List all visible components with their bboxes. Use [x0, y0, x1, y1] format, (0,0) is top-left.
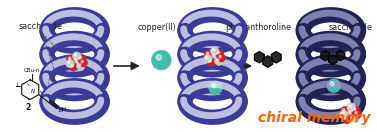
Text: H: H [61, 107, 66, 112]
Polygon shape [263, 56, 273, 67]
Circle shape [66, 55, 75, 64]
Polygon shape [328, 54, 337, 64]
Circle shape [67, 61, 70, 64]
Circle shape [327, 79, 341, 93]
Text: copper(II): copper(II) [137, 23, 176, 32]
Circle shape [346, 109, 355, 118]
Text: 2: 2 [26, 103, 31, 112]
Circle shape [79, 59, 87, 67]
Circle shape [212, 54, 215, 56]
Circle shape [215, 57, 223, 65]
Circle shape [207, 52, 209, 55]
Text: N: N [31, 89, 35, 94]
Circle shape [351, 114, 359, 123]
Circle shape [80, 56, 82, 59]
Circle shape [351, 106, 360, 115]
Polygon shape [254, 52, 264, 63]
Text: 18: 18 [58, 108, 64, 113]
Circle shape [342, 112, 344, 115]
Circle shape [210, 47, 219, 55]
Text: I: I [17, 83, 18, 88]
Circle shape [347, 103, 356, 112]
Circle shape [353, 110, 362, 119]
Text: OBu-n: OBu-n [24, 68, 40, 73]
Circle shape [72, 57, 81, 65]
Circle shape [345, 117, 347, 119]
Circle shape [353, 108, 356, 110]
Circle shape [339, 110, 348, 119]
Circle shape [219, 55, 221, 58]
Polygon shape [271, 52, 281, 63]
Circle shape [81, 60, 83, 63]
Circle shape [71, 65, 74, 67]
Circle shape [208, 81, 222, 95]
Circle shape [218, 51, 220, 54]
Circle shape [330, 82, 334, 86]
Circle shape [355, 112, 357, 114]
Circle shape [77, 62, 85, 70]
Circle shape [216, 59, 219, 61]
Text: phenanthoroline: phenanthoroline [225, 23, 291, 32]
Circle shape [340, 107, 349, 116]
Circle shape [342, 115, 351, 124]
Text: saccharide: saccharide [329, 23, 372, 32]
Circle shape [212, 49, 215, 51]
Text: saccharide: saccharide [18, 22, 62, 30]
Circle shape [348, 111, 351, 113]
Polygon shape [321, 51, 329, 61]
Circle shape [349, 105, 351, 107]
Circle shape [156, 55, 162, 60]
Circle shape [66, 59, 74, 68]
Circle shape [207, 58, 215, 66]
Circle shape [204, 50, 213, 59]
Circle shape [74, 59, 77, 61]
Circle shape [205, 56, 208, 59]
Circle shape [74, 54, 77, 56]
Circle shape [69, 57, 71, 59]
Circle shape [78, 64, 81, 66]
Circle shape [204, 55, 212, 63]
Polygon shape [336, 51, 345, 61]
Circle shape [69, 63, 77, 71]
Circle shape [72, 52, 81, 60]
Circle shape [215, 50, 224, 58]
Circle shape [210, 52, 219, 60]
Circle shape [77, 54, 86, 63]
Circle shape [217, 54, 225, 62]
Circle shape [352, 116, 355, 119]
Circle shape [209, 60, 211, 62]
Circle shape [212, 84, 216, 88]
Text: chiral memory: chiral memory [258, 111, 370, 125]
Circle shape [342, 109, 345, 111]
Circle shape [152, 50, 171, 70]
